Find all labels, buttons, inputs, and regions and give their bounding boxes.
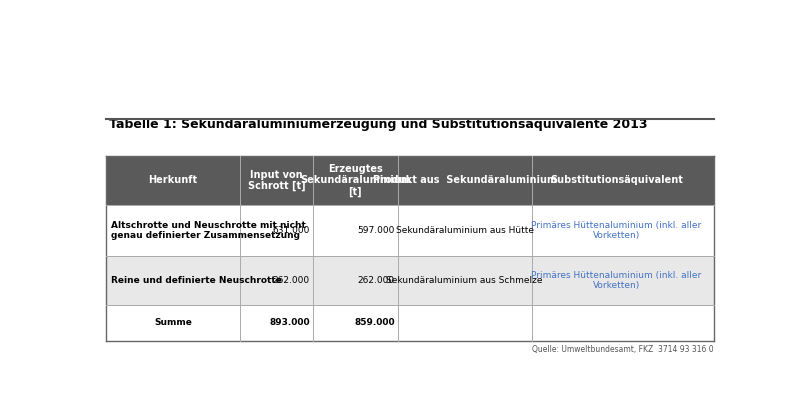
- Text: Sekundäraluminium aus Schmelze: Sekundäraluminium aus Schmelze: [386, 276, 543, 285]
- Text: 262.000: 262.000: [273, 276, 310, 285]
- Text: 631.000: 631.000: [272, 226, 310, 235]
- Text: 597.000: 597.000: [358, 226, 394, 235]
- Text: Erzeugtes
Sekundäraluminium
[t]: Erzeugtes Sekundäraluminium [t]: [300, 164, 410, 197]
- Text: 893.000: 893.000: [269, 318, 310, 327]
- Text: Substitutionsäquivalent: Substitutionsäquivalent: [550, 176, 683, 186]
- Text: Tabelle 1: Sekundäraluminiumerzeugung und Substitutionsäquivalente 2013: Tabelle 1: Sekundäraluminiumerzeugung un…: [110, 118, 648, 131]
- Text: 859.000: 859.000: [354, 318, 394, 327]
- Text: Sekundäraluminium aus Hütte: Sekundäraluminium aus Hütte: [396, 226, 534, 235]
- Bar: [106, 256, 714, 305]
- Text: 262.000: 262.000: [358, 276, 394, 285]
- Bar: [106, 156, 714, 205]
- Text: Summe: Summe: [154, 318, 192, 327]
- Text: Altschrotte und Neuschrotte mit nicht
genau definierter Zusammensetzung: Altschrotte und Neuschrotte mit nicht ge…: [111, 221, 306, 240]
- Text: Primäres Hüttenaluminium (inkl. aller
Vorketten): Primäres Hüttenaluminium (inkl. aller Vo…: [531, 271, 702, 290]
- Text: Reine und definierte Neuschrotte: Reine und definierte Neuschrotte: [111, 276, 282, 285]
- Text: Primäres Hüttenaluminium (inkl. aller
Vorketten): Primäres Hüttenaluminium (inkl. aller Vo…: [531, 221, 702, 240]
- Bar: [106, 205, 714, 256]
- Text: Quelle: Umweltbundesamt, FKZ  3714 93 316 0: Quelle: Umweltbundesamt, FKZ 3714 93 316…: [532, 346, 714, 354]
- Text: Input von
Schrott [t]: Input von Schrott [t]: [247, 170, 305, 191]
- Bar: [106, 305, 714, 341]
- Text: Herkunft: Herkunft: [149, 176, 198, 186]
- Text: Produkt aus  Sekundäraluminium: Produkt aus Sekundäraluminium: [373, 176, 557, 186]
